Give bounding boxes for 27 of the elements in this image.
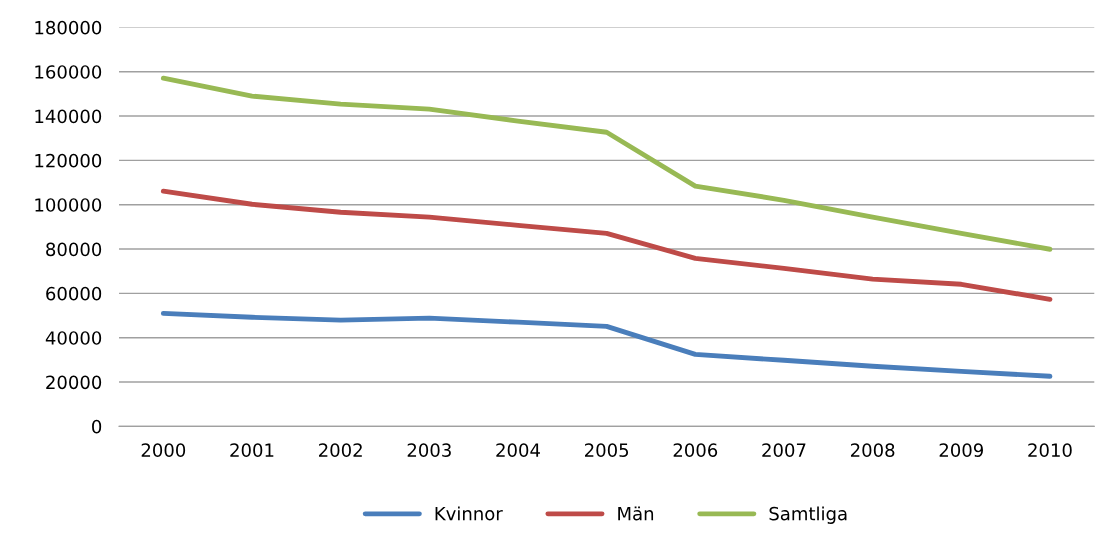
x-tick-label: 2010 — [1028, 443, 1072, 457]
y-tick-label: 100000 — [35, 198, 102, 212]
x-tick-label: 2005 — [585, 443, 629, 457]
x-tick-label: 2000 — [141, 443, 186, 457]
x-tick-label: 2009 — [939, 443, 983, 457]
x-tick-label: 2001 — [230, 443, 274, 457]
legend-label: Kvinnor — [435, 506, 503, 521]
y-tick-label: 0 — [92, 419, 102, 434]
legend-label: Män — [618, 506, 654, 521]
x-tick-label: 2008 — [850, 443, 895, 457]
y-tick-label: 120000 — [35, 153, 102, 168]
line-series — [160, 310, 1053, 379]
legend-label: Samtliga — [769, 506, 847, 524]
line-series — [160, 188, 1053, 302]
y-tick-label: 160000 — [35, 65, 102, 79]
y-tick-label: 20000 — [46, 375, 102, 390]
line-series — [160, 75, 1053, 252]
y-tick-label: 140000 — [35, 109, 102, 124]
x-tick-label: 2004 — [496, 443, 540, 457]
x-tick-label: 2002 — [319, 443, 362, 457]
y-tick-label: 60000 — [46, 286, 102, 301]
x-tick-label: 2006 — [673, 443, 718, 457]
x-tick-label: 2007 — [762, 443, 806, 457]
y-tick-label: 40000 — [45, 331, 102, 345]
y-tick-label: 80000 — [46, 242, 102, 257]
y-tick-label: 180000 — [35, 20, 102, 35]
x-tick-label: 2003 — [407, 443, 451, 457]
